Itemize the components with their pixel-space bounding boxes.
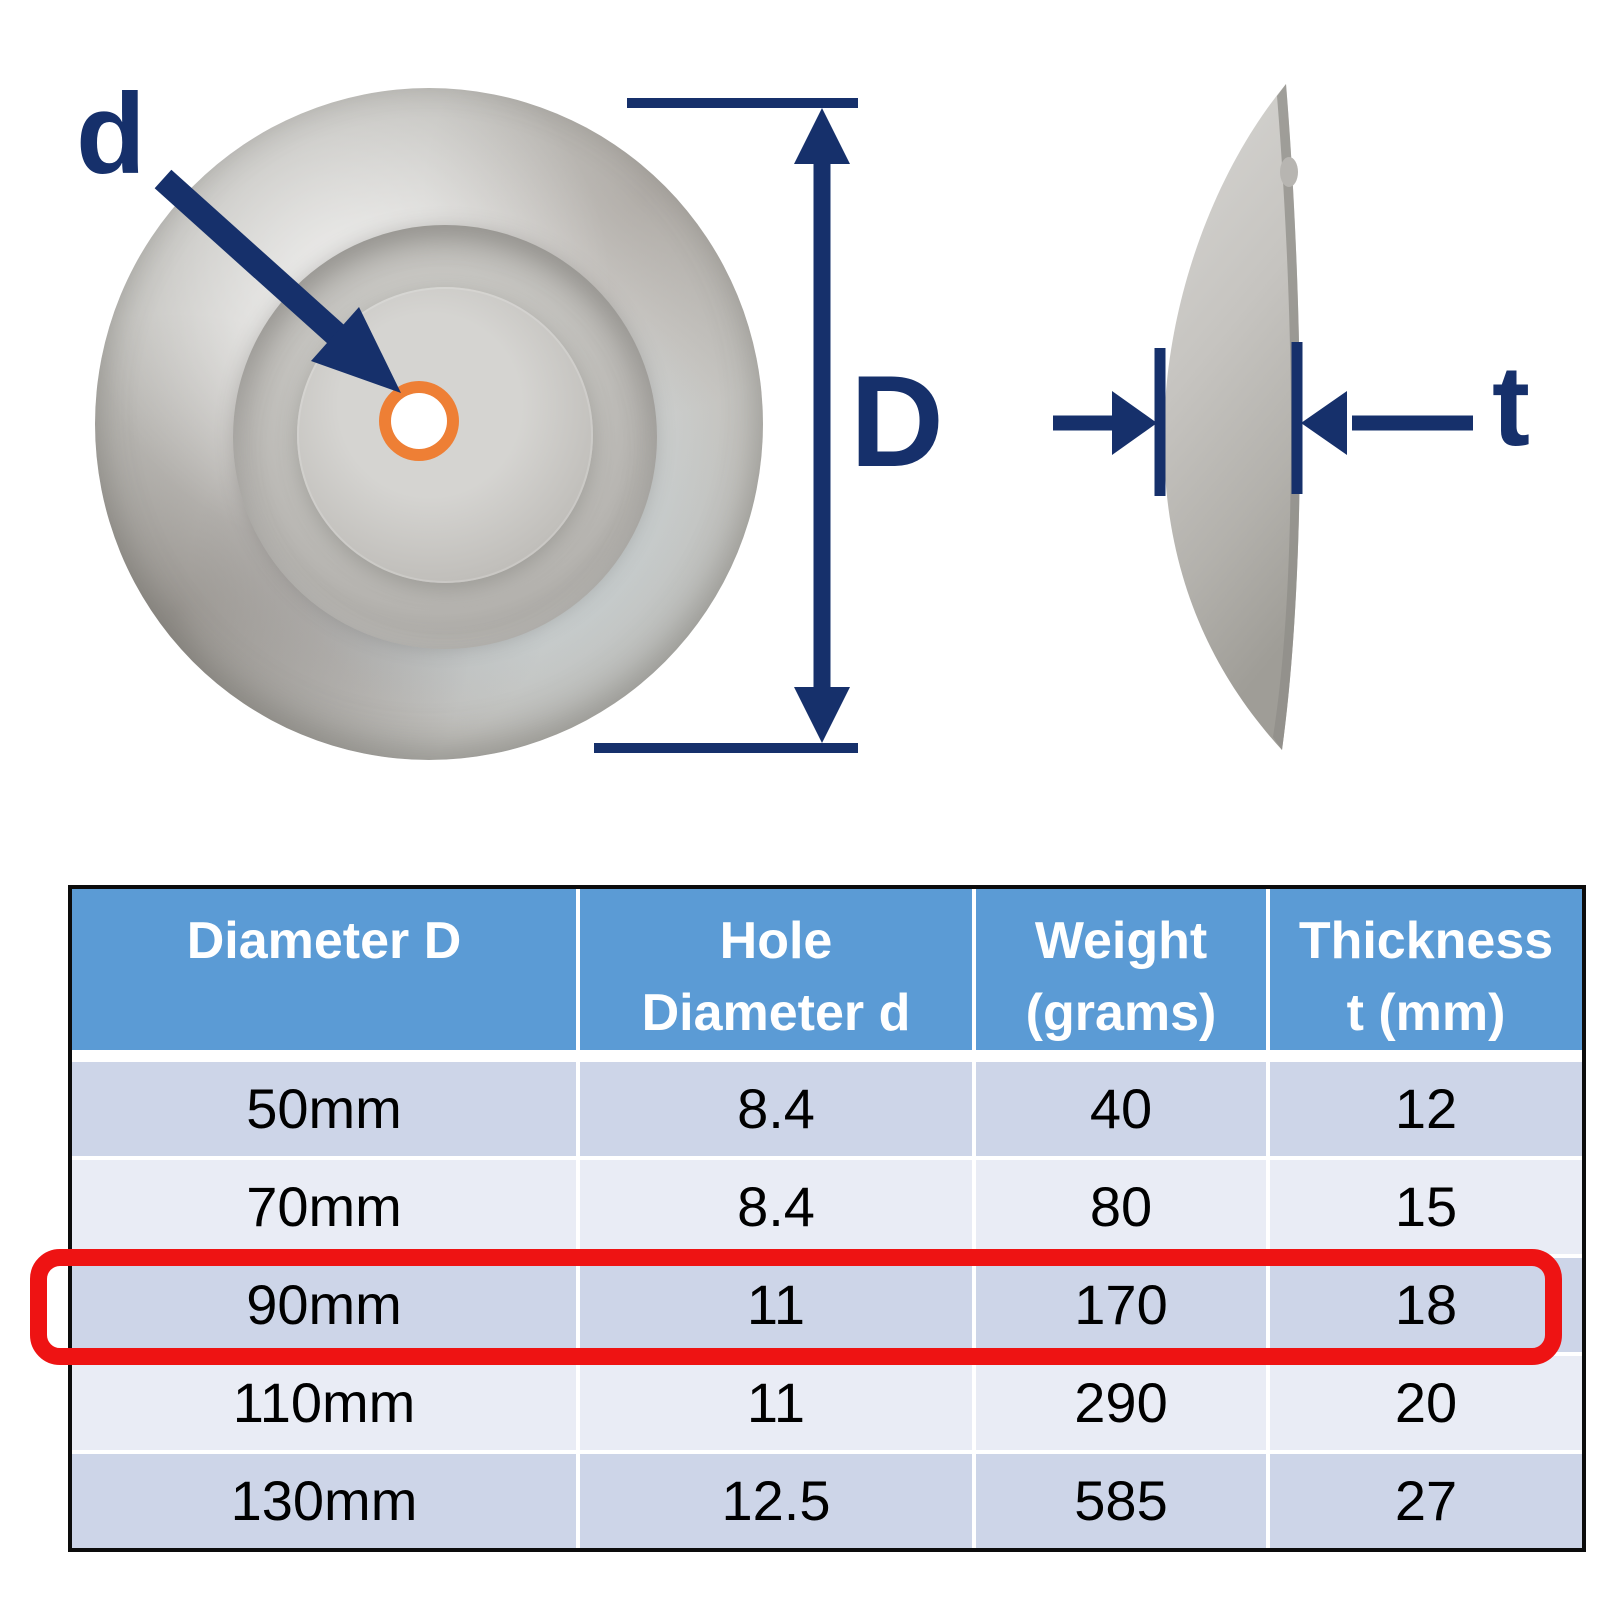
- table-cell: 27: [1266, 1450, 1582, 1548]
- mounting-hole: [391, 393, 447, 449]
- table-cell: 15: [1266, 1156, 1582, 1254]
- column-header: Diameter D: [72, 889, 576, 1062]
- highlight-box-90mm-row: [30, 1249, 1562, 1365]
- column-header: Hole Diameter d: [576, 889, 972, 1062]
- spec-table-header: Diameter D Hole Diameter d Weight (grams) T…: [72, 889, 1582, 1062]
- table-cell: 18: [1266, 1254, 1582, 1352]
- anode-top-view-photo: [95, 88, 763, 760]
- table-cell: 11: [576, 1352, 972, 1450]
- table-cell: 70mm: [72, 1156, 576, 1254]
- table-cell: 8.4: [576, 1156, 972, 1254]
- label-outer-diameter-D: D: [850, 348, 944, 494]
- table-row: 50mm 8.4 40 12: [72, 1062, 1582, 1156]
- column-header: Thickness t (mm): [1266, 889, 1582, 1062]
- table-cell: 8.4: [576, 1062, 972, 1156]
- table-cell: 12: [1266, 1062, 1582, 1156]
- table-cell: 130mm: [72, 1450, 576, 1548]
- table-cell: 585: [972, 1450, 1266, 1548]
- hole-marker-ring: [379, 381, 459, 461]
- header-row: Diameter D Hole Diameter d Weight (grams) T…: [72, 889, 1582, 1062]
- table-cell: 80: [972, 1156, 1266, 1254]
- anode-side-view-photo: [1163, 84, 1300, 750]
- table-row: 130mm 12.5 585 27: [72, 1450, 1582, 1548]
- label-hole-diameter-d: d: [76, 71, 146, 198]
- thickness-dimension: [1053, 342, 1473, 496]
- side-view-notch: [1280, 157, 1298, 187]
- table-cell: 170: [972, 1254, 1266, 1352]
- table-cell: 12.5: [576, 1450, 972, 1548]
- table-row: 70mm 8.4 80 15: [72, 1156, 1582, 1254]
- table-cell: 50mm: [72, 1062, 576, 1156]
- side-view-rim-edge: [1273, 84, 1300, 750]
- table-cell: 110mm: [72, 1352, 576, 1450]
- table-cell: 40: [972, 1062, 1266, 1156]
- table-cell: 290: [972, 1352, 1266, 1450]
- column-header: Weight (grams): [972, 889, 1266, 1062]
- label-thickness-t: t: [1492, 343, 1530, 470]
- spec-table: Diameter D Hole Diameter d Weight (grams) T…: [68, 885, 1586, 1552]
- table-row: 110mm 11 290 20: [72, 1352, 1582, 1450]
- table-cell: 20: [1266, 1352, 1582, 1450]
